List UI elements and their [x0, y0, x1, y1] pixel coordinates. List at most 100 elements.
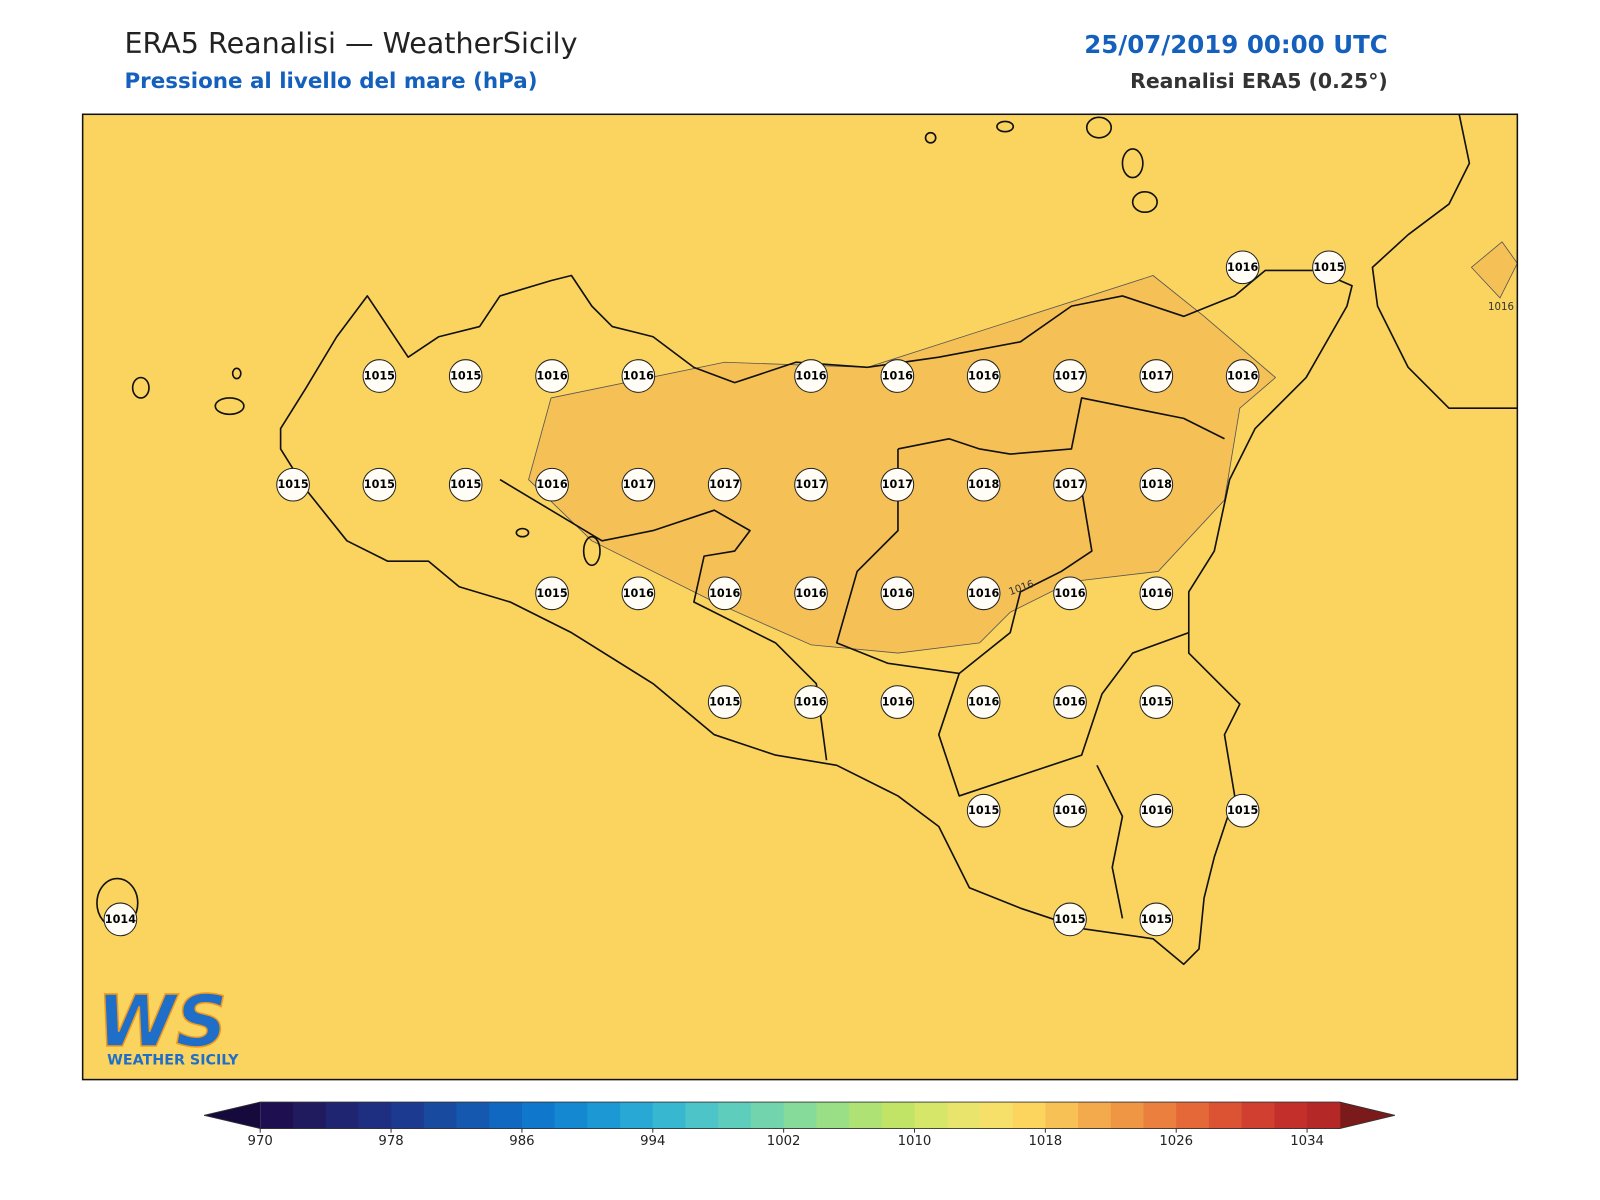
station-marker	[362, 359, 397, 393]
colorbar-bin	[260, 1102, 294, 1129]
station: 1016	[966, 359, 1001, 393]
title: ERA5 Reanalisi — WeatherSicily	[124, 26, 577, 60]
station: 1016	[880, 685, 915, 719]
colorbar-bin	[979, 1102, 1014, 1129]
station-value: 1016	[1054, 804, 1085, 817]
station-value: 1015	[1141, 913, 1172, 926]
station: 1018	[1139, 467, 1174, 502]
station-value: 1016	[882, 696, 913, 709]
colorbar-tick-label: 986	[509, 1134, 534, 1149]
station: 1016	[794, 359, 828, 393]
station-marker	[1139, 467, 1174, 502]
station-value: 1016	[795, 587, 826, 600]
station-value: 1016	[795, 696, 826, 709]
colorbar-tick-label: 978	[378, 1134, 403, 1149]
station-marker	[966, 467, 1001, 502]
station-marker	[621, 467, 656, 502]
station-value: 1016	[968, 370, 999, 383]
colorbar-tick-label: 1034	[1290, 1134, 1324, 1149]
station-marker	[880, 467, 915, 502]
station-marker	[794, 359, 828, 393]
station: 1015	[362, 359, 397, 393]
station: 1017	[621, 467, 656, 502]
colorbar-bin	[358, 1102, 392, 1129]
station-marker	[707, 467, 742, 502]
colorbar-bin	[816, 1102, 850, 1129]
station: 1015	[1312, 250, 1346, 285]
colorbar-tick-label: 994	[640, 1134, 665, 1149]
logo: WS WEATHER SICILY	[96, 979, 239, 1068]
station-marker	[362, 467, 397, 502]
station-marker	[448, 467, 483, 502]
colorbar-extend-max	[1339, 1102, 1395, 1129]
station: 1016	[707, 576, 742, 611]
station: 1015	[535, 576, 569, 611]
station-marker	[103, 902, 138, 937]
station-marker	[1312, 250, 1346, 285]
colorbar-bin	[1208, 1102, 1243, 1129]
logo-mark: WS	[97, 980, 227, 1063]
colorbar-tick-label: 970	[248, 1134, 273, 1149]
logo-name: WEATHER SICILY	[107, 1052, 239, 1068]
station: 1016	[1053, 685, 1087, 719]
station-marker	[880, 359, 915, 393]
station-value: 1016	[1141, 804, 1172, 817]
station-marker	[966, 685, 1001, 719]
colorbar-bin	[881, 1102, 916, 1129]
station-marker	[535, 359, 569, 393]
station: 1017	[707, 467, 742, 502]
station: 1016	[794, 576, 828, 611]
station-marker	[1139, 793, 1174, 828]
colorbar-bin	[521, 1102, 556, 1129]
station: 1015	[966, 793, 1001, 828]
station-value: 1015	[1141, 696, 1172, 709]
station-value: 1016	[709, 587, 740, 600]
station-marker	[535, 576, 569, 611]
station: 1016	[1139, 793, 1174, 828]
colorbar-bin	[783, 1102, 817, 1129]
colorbar-bin	[718, 1102, 752, 1129]
station-value: 1016	[623, 370, 654, 383]
station: 1016	[535, 359, 569, 393]
map-frame	[81, 113, 1519, 1081]
station-value: 1017	[882, 478, 913, 491]
subtitle: Pressione al livello del mare (hPa)	[124, 69, 537, 94]
station: 1016	[966, 576, 1001, 611]
station-value: 1017	[623, 478, 654, 491]
station: 1016	[1053, 576, 1087, 611]
station-marker	[448, 359, 483, 393]
station: 1015	[448, 467, 483, 502]
contour-fill	[528, 241, 1518, 654]
station: 1015	[276, 467, 310, 502]
station-marker	[1225, 250, 1260, 285]
colorbar-bin	[1045, 1102, 1079, 1129]
station: 1017	[1139, 359, 1174, 393]
station-marker	[535, 467, 569, 502]
station-marker	[1053, 902, 1087, 937]
source: Reanalisi ERA5 (0.25°)	[1130, 69, 1388, 93]
station-marker	[1053, 359, 1087, 393]
station-marker	[1225, 359, 1260, 393]
colorbar: 970 978 986 994 1002 1010 1018 1026 1034	[203, 1101, 1395, 1149]
station-marker	[880, 576, 915, 611]
colorbar-bin	[1110, 1102, 1145, 1129]
station-value: 1015	[1313, 261, 1344, 274]
colorbar-bin	[1176, 1102, 1210, 1129]
station: 1016	[621, 359, 656, 393]
colorbar-bin	[1143, 1102, 1177, 1129]
station-value: 1015	[450, 478, 481, 491]
colorbar-bin	[750, 1102, 785, 1129]
station-value: 1017	[1054, 370, 1085, 383]
station-marker	[1053, 793, 1087, 828]
colorbar-tick-label: 1002	[767, 1134, 801, 1149]
colorbar-bin	[947, 1102, 981, 1129]
station: 1016	[1225, 359, 1260, 393]
station-marker	[880, 685, 915, 719]
station-value: 1016	[968, 696, 999, 709]
station-value: 1017	[795, 478, 826, 491]
station: 1015	[448, 359, 483, 393]
colorbar-bin	[554, 1102, 588, 1129]
station-value: 1014	[105, 913, 136, 926]
coastline	[96, 114, 1518, 966]
station-value: 1015	[450, 370, 481, 383]
